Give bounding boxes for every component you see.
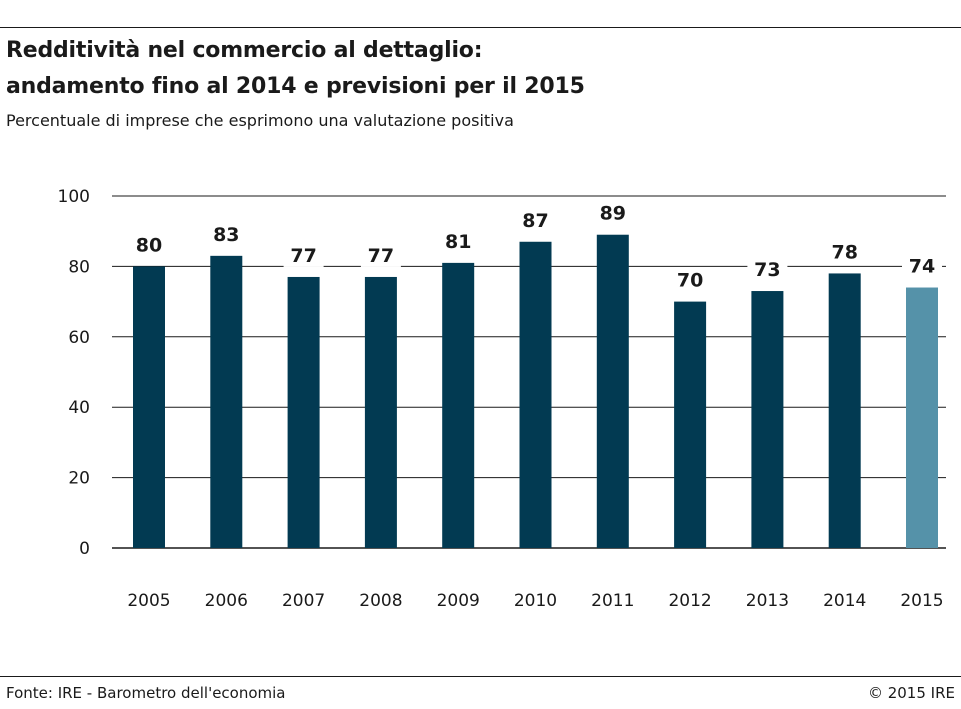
y-tick-label-80: 80 — [68, 257, 90, 277]
chart-subtitle: Percentuale di imprese che esprimono una… — [6, 111, 514, 130]
y-axis-tick-labels: 0 20 40 60 80 100 — [58, 187, 90, 559]
data-label-bg-2011 — [592, 202, 633, 225]
copyright-note: © 2015 IRE — [867, 684, 955, 702]
y-tick-label-0: 0 — [79, 539, 90, 559]
data-label-bg-2008 — [360, 244, 401, 267]
y-tick-label-20: 20 — [68, 469, 90, 489]
data-label-bg-2015 — [902, 255, 942, 278]
data-label-2012: 70 — [677, 270, 703, 292]
x-axis-tick-labels: 2005 2006 2007 2008 2009 2010 2011 2012 2013 2014… — [127, 591, 943, 611]
chart-title-line1: Redditività nel commercio al dettaglio: — [6, 38, 483, 63]
data-label-bg-2013 — [747, 259, 788, 282]
y-tick-label-100: 100 — [58, 187, 90, 207]
x-tick-label-2009: 2009 — [437, 591, 480, 611]
bar-2006 — [210, 255, 243, 548]
chart-title-line2: andamento fino al 2014 e previsioni per … — [6, 74, 585, 99]
bar-2005 — [133, 266, 165, 548]
x-tick-label-2012: 2012 — [668, 591, 711, 611]
bar-2010 — [519, 241, 552, 548]
top-rule — [0, 27, 961, 28]
x-tick-label-2010: 2010 — [514, 591, 557, 611]
bottom-rule — [0, 676, 961, 677]
x-tick-label-2011: 2011 — [591, 591, 634, 611]
bar-2009 — [442, 262, 475, 548]
data-label-2010: 87 — [522, 210, 548, 232]
data-label-2005: 80 — [136, 234, 162, 256]
data-label-bg-2007 — [283, 244, 324, 267]
bar-2011 — [596, 234, 629, 548]
data-label-2007: 77 — [290, 245, 316, 267]
data-label-2009: 81 — [445, 231, 471, 253]
bar-2008 — [364, 276, 397, 548]
y-tick-label-60: 60 — [68, 328, 90, 348]
data-label-bg-2012 — [670, 269, 711, 292]
bars — [133, 234, 938, 548]
x-tick-label-2007: 2007 — [282, 591, 325, 611]
bar-chart: 0 20 40 60 80 100 80 83 77 77 81 87 89 70 73 78 74 2005… — [58, 187, 946, 611]
x-tick-label-2015: 2015 — [900, 591, 943, 611]
bar-2014 — [828, 273, 861, 548]
data-label-bg-2009 — [438, 230, 479, 253]
data-label-bg-2005 — [129, 234, 169, 257]
x-tick-label-2008: 2008 — [359, 591, 402, 611]
data-label-2006: 83 — [213, 224, 239, 246]
data-label-2014: 78 — [831, 241, 857, 263]
data-label-2008: 77 — [368, 245, 394, 267]
x-tick-label-2005: 2005 — [127, 591, 170, 611]
data-label-bg-2006 — [206, 223, 247, 246]
data-label-bg-2014 — [824, 241, 865, 264]
bar-2015 — [906, 287, 938, 548]
data-label-2011: 89 — [600, 203, 626, 225]
bar-2012 — [674, 301, 707, 548]
y-tick-label-40: 40 — [68, 398, 90, 418]
source-note: Fonte: IRE - Barometro dell'economia — [6, 684, 286, 702]
bar-2007 — [287, 276, 320, 548]
data-labels: 80 83 77 77 81 87 89 70 73 78 74 — [129, 202, 942, 292]
x-tick-label-2013: 2013 — [746, 591, 789, 611]
data-label-2015: 74 — [909, 256, 935, 278]
data-label-bg-2010 — [515, 209, 556, 232]
bar-2013 — [751, 291, 784, 548]
x-tick-label-2006: 2006 — [205, 591, 248, 611]
x-tick-label-2014: 2014 — [823, 591, 866, 611]
data-label-2013: 73 — [754, 259, 780, 281]
